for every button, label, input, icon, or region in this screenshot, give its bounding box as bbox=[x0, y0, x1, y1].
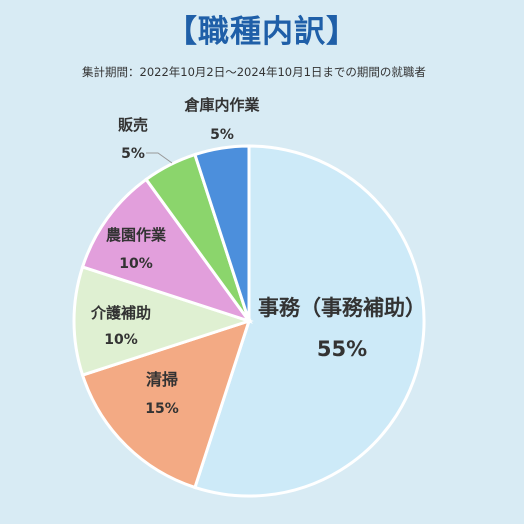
pie-slice-6 bbox=[193, 144, 251, 322]
pie-slice-1 bbox=[193, 144, 426, 498]
slice-label-1: 事務（事務補助） bbox=[258, 296, 426, 320]
slice-label-5: 販売 bbox=[118, 116, 148, 134]
slice-leader-line-5 bbox=[146, 152, 173, 164]
slice-label-6: 倉庫内作業 bbox=[183, 96, 260, 114]
slice-value-2: 15% bbox=[145, 401, 179, 417]
slice-label-3: 介護補助 bbox=[90, 304, 151, 322]
slice-value-1: 55% bbox=[317, 337, 367, 361]
chart-title: 【職種内訳】 bbox=[166, 14, 358, 50]
slice-value-5: 5% bbox=[121, 146, 145, 162]
slice-value-6: 5% bbox=[210, 127, 234, 143]
slice-value-3: 10% bbox=[104, 332, 138, 348]
slice-value-4: 10% bbox=[119, 256, 153, 272]
chart-subtitle: 集計期間：2022年10月2日〜2024年10月1日までの期間の就職者 bbox=[82, 65, 426, 79]
pie-slice-4 bbox=[80, 177, 253, 324]
slice-label-4: 農園作業 bbox=[106, 226, 167, 244]
pie-slice-3 bbox=[72, 265, 254, 377]
slice-label-2: 清掃 bbox=[146, 370, 178, 389]
